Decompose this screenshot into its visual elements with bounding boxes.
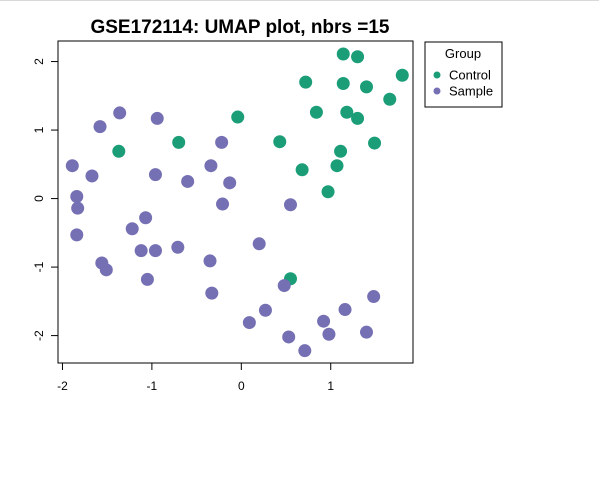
points-layer [65, 47, 409, 358]
point-control [172, 135, 186, 149]
point-control [383, 92, 397, 106]
legend-label-control: Control [449, 68, 491, 83]
point-sample [134, 244, 148, 258]
point-sample [205, 286, 219, 300]
point-sample [317, 314, 331, 328]
point-sample [150, 111, 164, 125]
point-control [334, 144, 348, 158]
point-control [321, 185, 335, 199]
point-sample [99, 263, 113, 277]
top-divider [0, 0, 599, 1]
point-sample [282, 330, 296, 344]
x-tick-label: 1 [327, 379, 334, 393]
point-sample [139, 211, 153, 225]
point-control [368, 136, 382, 150]
point-control [395, 68, 409, 82]
legend-label-sample: Sample [449, 84, 493, 99]
point-sample [298, 344, 312, 358]
y-tick-label: -2 [32, 330, 46, 341]
point-sample [148, 168, 162, 182]
point-control [309, 105, 323, 119]
point-sample [277, 279, 291, 293]
point-control [360, 80, 374, 94]
point-sample [148, 244, 162, 258]
series-control [112, 47, 409, 286]
point-sample [203, 254, 217, 268]
point-sample [140, 272, 154, 286]
point-sample [125, 222, 139, 236]
point-sample [204, 159, 218, 173]
x-axis: -2 -1 0 1 [57, 362, 334, 393]
point-control [299, 75, 313, 89]
point-control [231, 110, 245, 124]
legend-marker-control [433, 71, 441, 79]
point-sample [70, 190, 84, 204]
plot-frame [57, 40, 414, 364]
point-sample [171, 240, 185, 254]
point-sample [215, 135, 229, 149]
y-axis: -2 -1 0 1 2 [32, 58, 59, 341]
point-control [340, 105, 354, 119]
point-control [351, 111, 365, 125]
x-tick-label: -2 [57, 379, 68, 393]
point-sample [360, 325, 374, 339]
y-tick-label: -1 [32, 261, 46, 272]
point-sample [338, 303, 352, 317]
point-sample [258, 303, 272, 317]
point-control [273, 135, 287, 149]
legend-marker-sample [433, 87, 441, 95]
point-control [336, 47, 350, 61]
y-tick-label: 0 [32, 195, 46, 202]
point-sample [93, 120, 107, 134]
point-sample [322, 327, 336, 341]
y-tick-label: 1 [32, 126, 46, 133]
series-sample [65, 106, 381, 358]
point-sample [216, 197, 230, 211]
legend-title: Group [445, 46, 481, 61]
point-control [295, 163, 309, 177]
point-sample [65, 159, 79, 173]
point-sample [223, 176, 237, 190]
point-sample [71, 201, 85, 215]
point-sample [367, 290, 381, 304]
point-sample [181, 174, 195, 188]
point-sample [113, 106, 127, 120]
chart-title: GSE172114: UMAP plot, nbrs =15 [90, 17, 389, 38]
point-control [330, 159, 344, 173]
point-sample [242, 316, 256, 330]
point-sample [283, 198, 297, 212]
point-control [336, 76, 350, 90]
y-tick-label: 2 [32, 58, 46, 65]
point-control [112, 144, 126, 158]
point-control [351, 50, 365, 64]
point-sample [70, 228, 84, 242]
point-sample [252, 237, 266, 251]
x-tick-label: -1 [147, 379, 158, 393]
point-sample [85, 169, 99, 183]
x-tick-label: 0 [238, 379, 245, 393]
